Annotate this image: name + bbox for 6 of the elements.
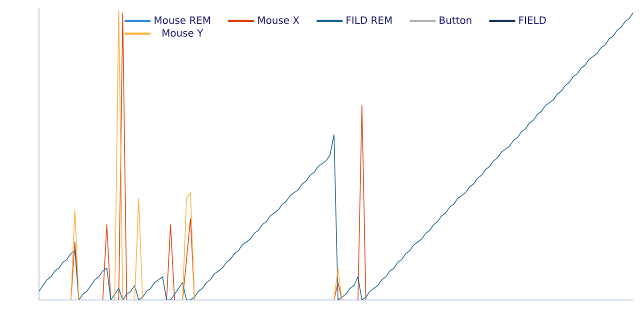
legend-label: FIELD bbox=[519, 16, 546, 24]
legend-label: FILD REM bbox=[346, 16, 392, 24]
legend-label: Mouse Y bbox=[162, 29, 204, 37]
legend-label: Button bbox=[440, 16, 472, 24]
legend-label: Mouse X bbox=[258, 16, 300, 24]
legend-label: Mouse REM bbox=[154, 16, 210, 24]
